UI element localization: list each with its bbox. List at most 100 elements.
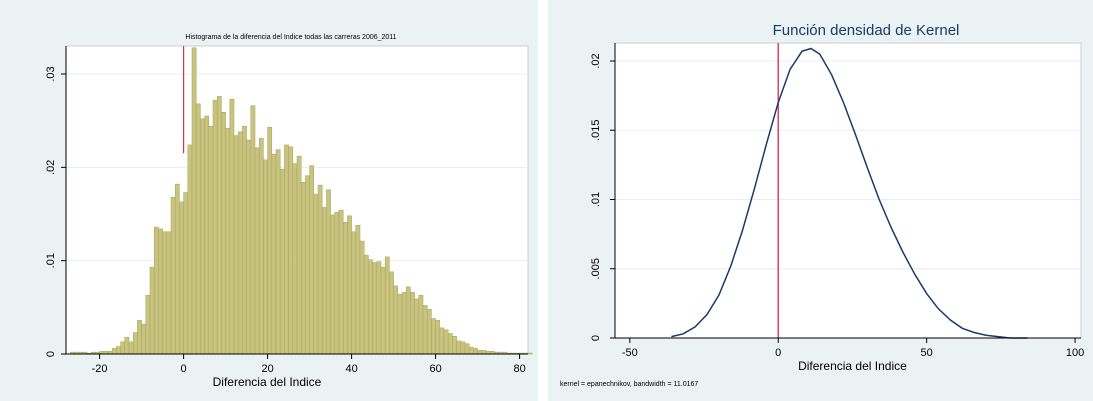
chart-title: Función densidad de Kernel xyxy=(773,22,960,39)
histogram-bar xyxy=(145,294,151,355)
chart-title: Histograma de la diferencia del Indice t… xyxy=(185,34,396,41)
histogram-bar xyxy=(317,184,323,355)
histogram-bar xyxy=(158,228,163,355)
histogram-bar xyxy=(418,294,424,355)
histogram-bar xyxy=(468,347,474,355)
x-axis: -20 0 20 40 60 80 xyxy=(66,353,528,375)
x-tick-label: 0 xyxy=(775,347,781,359)
x-tick-label: 60 xyxy=(429,363,441,375)
histogram-bar xyxy=(326,189,331,355)
histogram-bar xyxy=(225,127,231,355)
x-tick-label: 80 xyxy=(513,363,525,375)
histogram-bar xyxy=(216,96,222,355)
histogram-bar xyxy=(149,266,155,355)
x-tick-label: 50 xyxy=(921,347,933,359)
histogram-bar xyxy=(456,340,462,355)
histogram-bar xyxy=(183,192,189,355)
histogram-bar xyxy=(111,348,117,355)
x-tick-label: -50 xyxy=(622,347,638,359)
histogram-bar xyxy=(401,292,407,355)
histogram-bar xyxy=(481,350,487,355)
gridlines xyxy=(615,60,1081,270)
density-curve xyxy=(671,47,1028,339)
histogram-bar xyxy=(330,214,336,355)
histogram-bar xyxy=(279,168,285,355)
y-tick-label: .02 xyxy=(590,53,602,68)
histogram-bar xyxy=(435,320,441,355)
histogram-bar xyxy=(359,240,365,355)
histogram-bar xyxy=(170,196,176,355)
x-tick-label: 0 xyxy=(181,363,187,375)
y-tick-label: 0 xyxy=(45,351,57,357)
histogram-bar xyxy=(389,271,394,355)
histogram-bar xyxy=(212,99,218,355)
histogram-bar xyxy=(309,165,315,355)
histogram-bar xyxy=(263,159,268,355)
y-tick-label: .02 xyxy=(45,160,57,175)
histogram-bar xyxy=(384,256,390,355)
histogram-chart: -20 0 20 40 60 80 0 .01 .02 .03 Histograma de la… xyxy=(45,34,533,389)
histogram-bar xyxy=(166,231,172,355)
histogram-bar xyxy=(414,298,420,355)
histogram-bar xyxy=(116,346,121,355)
histogram-bar xyxy=(284,144,289,355)
histogram-bar xyxy=(334,211,340,355)
histogram-bar xyxy=(141,323,147,355)
histogram-bar xyxy=(275,149,281,355)
histogram-bar xyxy=(321,207,327,355)
histogram-bar xyxy=(195,103,201,355)
histogram-bar xyxy=(397,294,403,355)
histogram-bar xyxy=(132,332,138,355)
histogram-bar xyxy=(254,147,260,355)
histogram-bar xyxy=(267,126,273,355)
histogram-bar xyxy=(338,210,344,355)
x-tick-label: -20 xyxy=(92,363,108,375)
histogram-bar xyxy=(313,194,319,355)
histogram-bars xyxy=(69,47,533,355)
histogram-bar xyxy=(477,350,483,355)
histogram-bar xyxy=(393,285,399,355)
histogram-bar xyxy=(452,336,457,355)
y-tick-label: .005 xyxy=(590,258,602,279)
y-tick-label: .01 xyxy=(590,192,602,207)
histogram-bar xyxy=(410,292,415,355)
histogram-bar xyxy=(246,140,252,355)
histogram-bar xyxy=(204,115,210,355)
histogram-bar xyxy=(464,343,470,355)
histogram-bar xyxy=(137,320,142,355)
kernel-density-panel: -50 0 50 100 0 .005 .01 .015 .02 Función densid… xyxy=(548,0,1093,401)
histogram-bar xyxy=(233,135,239,355)
histogram-bar xyxy=(200,118,205,355)
plot-area xyxy=(614,42,1082,339)
histogram-bar xyxy=(447,333,453,355)
y-tick-label: .03 xyxy=(45,66,57,81)
x-tick-label: 20 xyxy=(261,363,273,375)
kernel-note: kernel = epanechnikov, bandwidth = 11.01… xyxy=(560,381,698,388)
histogram-bar xyxy=(347,215,352,355)
y-tick-label: .015 xyxy=(590,120,602,141)
y-axis: 0 .01 .02 .03 xyxy=(45,46,67,357)
histogram-bar xyxy=(527,352,533,355)
histogram-bar xyxy=(250,105,256,355)
histogram-bar xyxy=(342,222,348,355)
x-axis-title: Diferencia del Indice xyxy=(798,359,907,373)
histogram-bar xyxy=(229,98,235,355)
histogram-bar xyxy=(237,131,243,355)
histogram-bar xyxy=(368,259,373,355)
histogram-bar xyxy=(300,182,306,355)
kernel-density-chart: -50 0 50 100 0 .005 .01 .015 .02 Función densid… xyxy=(560,22,1084,388)
histogram-bar xyxy=(405,286,411,355)
histogram-bar xyxy=(443,329,449,355)
histogram-bar xyxy=(153,226,159,355)
histogram-bar xyxy=(208,126,214,355)
histogram-bar xyxy=(305,175,310,355)
histogram-bar xyxy=(439,327,445,355)
y-tick-label: .01 xyxy=(45,253,57,268)
histogram-bar xyxy=(426,308,432,355)
y-tick-label: 0 xyxy=(590,335,602,341)
y-axis: 0 .005 .01 .015 .02 xyxy=(590,43,616,341)
histogram-bar xyxy=(380,266,386,355)
histogram-bar xyxy=(187,144,193,355)
x-axis-title: Diferencia del Indice xyxy=(213,375,322,389)
histogram-bar xyxy=(242,126,247,355)
